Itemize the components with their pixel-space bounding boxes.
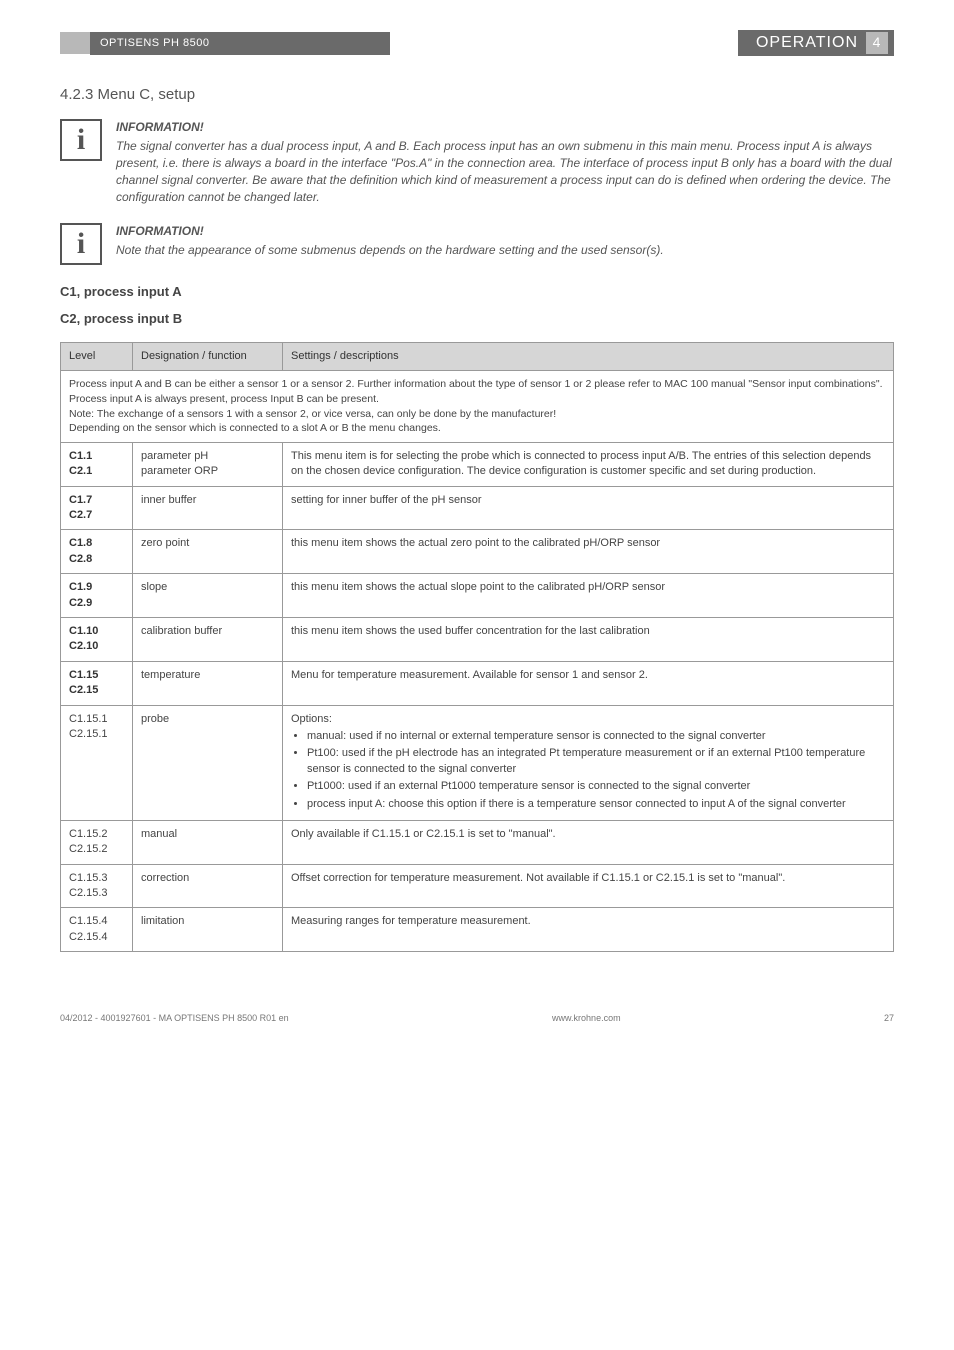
- section-title: 4.2.3 Menu C, setup: [60, 84, 894, 105]
- cell-level: C1.15.1 C2.15.1: [61, 705, 133, 820]
- cell-level: C1.15 C2.15: [61, 661, 133, 705]
- cell-level: C1.15.3 C2.15.3: [61, 864, 133, 908]
- cell-level: C1.7 C2.7: [61, 486, 133, 530]
- cell-func: probe: [133, 705, 283, 820]
- table-row: C1.8 C2.8zero pointthis menu item shows …: [61, 530, 894, 574]
- cell-level: C1.10 C2.10: [61, 618, 133, 662]
- section-label: OPERATION: [756, 32, 858, 54]
- th-func: Designation / function: [133, 342, 283, 370]
- table-row: C1.15 C2.15temperatureMenu for temperatu…: [61, 661, 894, 705]
- cell-desc: this menu item shows the used buffer con…: [283, 618, 894, 662]
- cell-desc: Only available if C1.15.1 or C2.15.1 is …: [283, 820, 894, 864]
- cell-level: C1.15.2 C2.15.2: [61, 820, 133, 864]
- table-row: C1.1 C2.1parameter pH parameter ORPThis …: [61, 442, 894, 486]
- info-icon: i: [60, 223, 102, 265]
- subtitle-c1: C1, process input A: [60, 283, 894, 301]
- table-row: C1.15.1 C2.15.1probeOptions:manual: used…: [61, 705, 894, 820]
- cell-desc: Measuring ranges for temperature measure…: [283, 908, 894, 952]
- footer-left: 04/2012 - 4001927601 - MA OPTISENS PH 85…: [60, 1012, 289, 1025]
- option-item: process input A: choose this option if t…: [307, 797, 885, 812]
- info-body-2: Note that the appearance of some submenu…: [116, 242, 664, 259]
- table-row: C1.7 C2.7inner buffersetting for inner b…: [61, 486, 894, 530]
- cell-func: correction: [133, 864, 283, 908]
- table-row: C1.15.4 C2.15.4limitationMeasuring range…: [61, 908, 894, 952]
- page-footer: 04/2012 - 4001927601 - MA OPTISENS PH 85…: [60, 1012, 894, 1025]
- info-heading-2: INFORMATION!: [116, 223, 664, 240]
- cell-level: C1.15.4 C2.15.4: [61, 908, 133, 952]
- th-level: Level: [61, 342, 133, 370]
- header-accent: [60, 32, 90, 54]
- page-header: OPTISENS PH 8500 OPERATION 4: [60, 30, 894, 56]
- option-item: Pt100: used if the pH electrode has an i…: [307, 746, 885, 777]
- table-row: C1.15.3 C2.15.3correctionOffset correcti…: [61, 864, 894, 908]
- th-desc: Settings / descriptions: [283, 342, 894, 370]
- cell-desc: Offset correction for temperature measur…: [283, 864, 894, 908]
- table-row: C1.9 C2.9slopethis menu item shows the a…: [61, 574, 894, 618]
- cell-desc: This menu item is for selecting the prob…: [283, 442, 894, 486]
- info-block-1: i INFORMATION! The signal converter has …: [60, 119, 894, 205]
- subtitle-c2: C2, process input B: [60, 310, 894, 328]
- spec-table: Level Designation / function Settings / …: [60, 342, 894, 953]
- info-block-2: i INFORMATION! Note that the appearance …: [60, 223, 894, 265]
- cell-func: zero point: [133, 530, 283, 574]
- section-badge: OPERATION 4: [738, 30, 894, 56]
- info-body-1: The signal converter has a dual process …: [116, 138, 894, 205]
- info-icon: i: [60, 119, 102, 161]
- cell-desc: Menu for temperature measurement. Availa…: [283, 661, 894, 705]
- footer-center: www.krohne.com: [552, 1012, 621, 1025]
- cell-desc: setting for inner buffer of the pH senso…: [283, 486, 894, 530]
- product-name: OPTISENS PH 8500: [90, 32, 390, 55]
- option-item: manual: used if no internal or external …: [307, 729, 885, 744]
- cell-level: C1.9 C2.9: [61, 574, 133, 618]
- table-row: C1.15.2 C2.15.2manualOnly available if C…: [61, 820, 894, 864]
- cell-func: limitation: [133, 908, 283, 952]
- table-intro-row: Process input A and B can be either a se…: [61, 371, 894, 443]
- info-heading-1: INFORMATION!: [116, 119, 894, 136]
- cell-func: parameter pH parameter ORP: [133, 442, 283, 486]
- cell-func: slope: [133, 574, 283, 618]
- cell-desc: this menu item shows the actual zero poi…: [283, 530, 894, 574]
- cell-func: calibration buffer: [133, 618, 283, 662]
- cell-level: C1.1 C2.1: [61, 442, 133, 486]
- table-header-row: Level Designation / function Settings / …: [61, 342, 894, 370]
- cell-desc: this menu item shows the actual slope po…: [283, 574, 894, 618]
- cell-level: C1.8 C2.8: [61, 530, 133, 574]
- cell-func: manual: [133, 820, 283, 864]
- footer-right: 27: [884, 1012, 894, 1025]
- cell-func: temperature: [133, 661, 283, 705]
- table-row: C1.10 C2.10calibration bufferthis menu i…: [61, 618, 894, 662]
- cell-desc: Options:manual: used if no internal or e…: [283, 705, 894, 820]
- option-item: Pt1000: used if an external Pt1000 tempe…: [307, 779, 885, 794]
- table-intro: Process input A and B can be either a se…: [61, 371, 894, 443]
- section-number: 4: [866, 32, 888, 54]
- cell-func: inner buffer: [133, 486, 283, 530]
